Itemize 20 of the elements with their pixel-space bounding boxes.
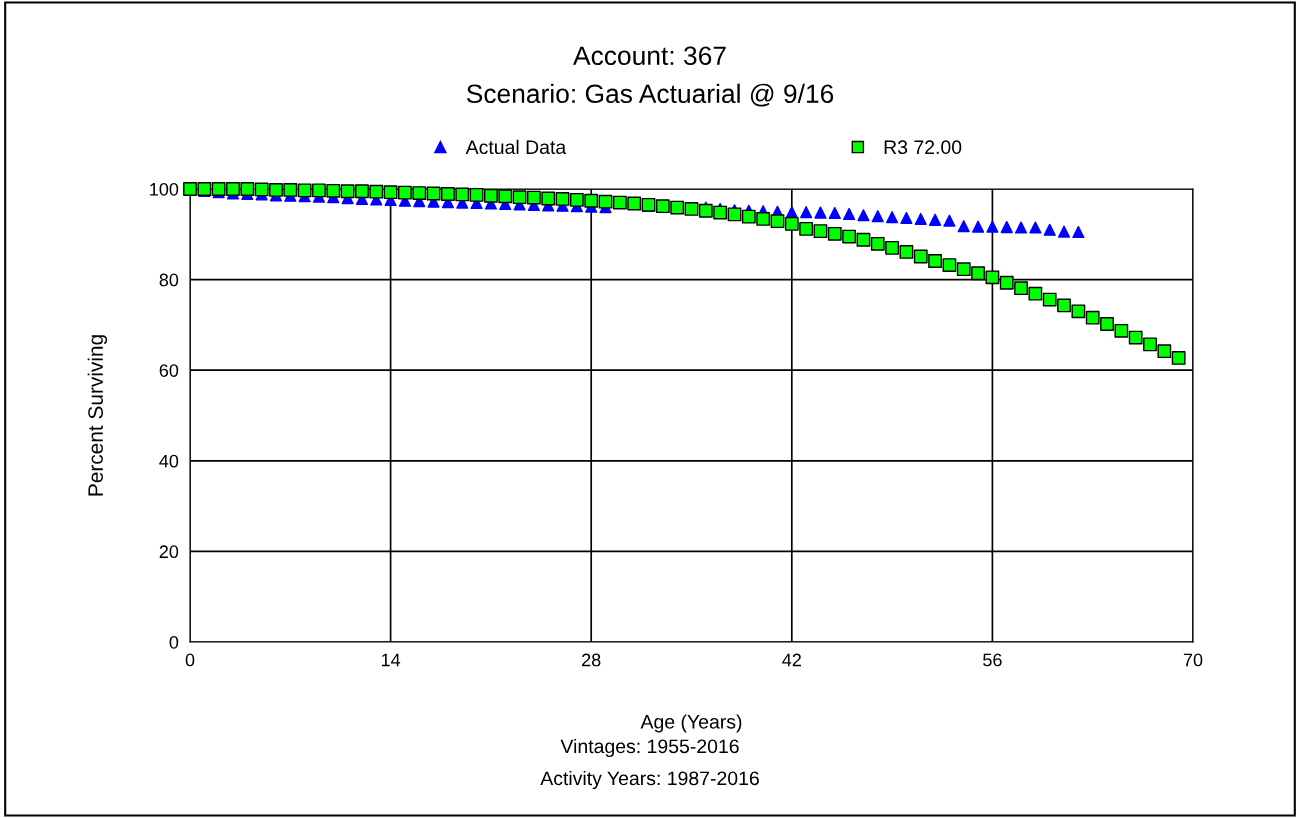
x-tick-label: 14 [381, 653, 401, 667]
x-tick-label: 56 [983, 653, 1002, 667]
y-tick-label: 0 [169, 635, 179, 649]
legend-label: Actual Data [465, 139, 567, 155]
x-tick-label: 28 [582, 653, 601, 667]
y-tick-label: 100 [150, 182, 179, 196]
text: Vintages: 1955-2016 [560, 738, 739, 758]
y-tick-label: 40 [159, 454, 179, 468]
x-tick-label: 0 [185, 653, 195, 667]
text: Activity Years: 1987-2016 [540, 770, 759, 790]
x-tick-label: 70 [1183, 653, 1203, 667]
y-tick-label: 20 [159, 545, 179, 559]
x-tick-label: 42 [782, 653, 801, 667]
legend-label: R3 72.00 [884, 140, 962, 155]
chart-title: Account: 367 [573, 46, 726, 66]
x-axis-title: Age (Years) [640, 714, 742, 733]
y-tick-label: 80 [159, 273, 179, 287]
chart-subtitle: Scenario: Gas Actuarial @ 9/16 [466, 83, 834, 107]
y-axis-title: Percent Surviving [87, 335, 108, 496]
y-tick-label: 60 [159, 364, 179, 377]
